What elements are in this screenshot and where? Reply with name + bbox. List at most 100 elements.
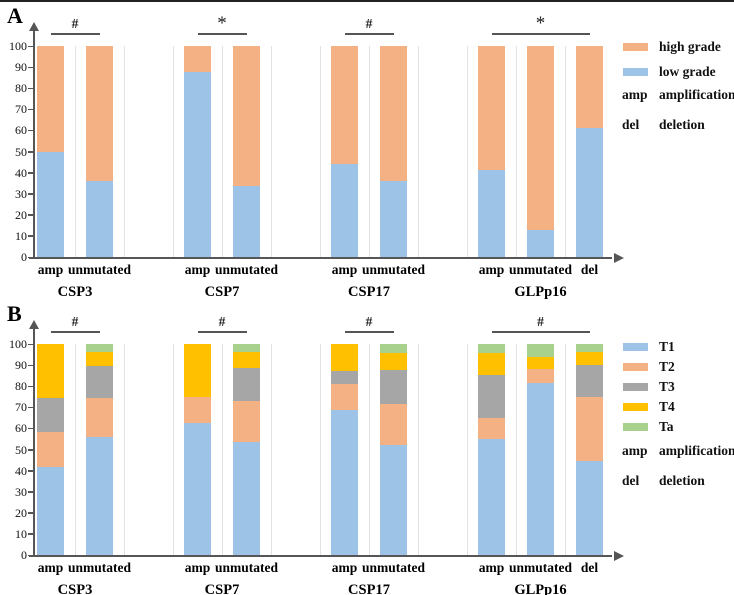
y-axis-tick-label: 10 (15, 526, 27, 541)
x-axis-arrow-icon (614, 551, 624, 561)
bar-segment-T4 (86, 352, 113, 367)
bar-segment-T1 (86, 436, 113, 555)
y-axis-tick (28, 364, 33, 367)
y-axis-tick-label: 0 (21, 548, 27, 562)
slot-separator (271, 46, 272, 257)
bar-segment-low-grade (380, 181, 407, 257)
bar-label: unmutated (67, 560, 131, 575)
y-axis-tick-label: 30 (15, 186, 27, 201)
bar-segment-high-grade (380, 46, 407, 182)
y-axis-tick (28, 151, 33, 153)
bar-segment-T4 (527, 356, 554, 370)
significance-bracket (50, 33, 100, 35)
slot-separator (467, 46, 468, 257)
bar-segment-low-grade (86, 181, 113, 257)
x-axis-arrow-icon (614, 253, 624, 263)
bar-segment-T4 (184, 344, 211, 397)
y-axis-tick (28, 45, 33, 47)
bar-segment-high-grade (527, 46, 554, 230)
slot-separator (271, 344, 272, 555)
bar-segment-T4 (233, 352, 260, 369)
bar-segment-Ta (527, 344, 554, 357)
bar-label: unmutated (361, 560, 425, 575)
bar-label: amp (331, 560, 358, 575)
y-axis-tick-label: 20 (15, 505, 27, 520)
bar-label: unmutated (67, 262, 131, 277)
y-axis-tick (28, 108, 33, 111)
gene-label: CSP7 (204, 582, 240, 595)
bar-segment-Ta (380, 344, 407, 354)
y-axis-tick (28, 235, 33, 237)
legend-swatch-Ta (623, 423, 648, 431)
slot-separator (173, 46, 174, 257)
bar-segment-high-grade (233, 46, 260, 187)
bar-segment-T3 (478, 374, 505, 418)
y-axis-tick (28, 193, 33, 195)
y-axis-tick (28, 491, 33, 493)
y-axis-tick-label: 30 (15, 484, 27, 499)
y-axis-tick-label: 40 (15, 463, 27, 478)
bar-segment-T3 (380, 370, 407, 405)
y-axis-tick-label: 10 (15, 228, 27, 243)
bar-label: unmutated (508, 560, 572, 575)
bar-label: unmutated (361, 262, 425, 277)
bar-label: amp (184, 560, 211, 575)
bar-segment-Ta (478, 344, 505, 354)
bar-segment-T2 (527, 369, 554, 384)
slot-separator (418, 46, 419, 257)
gene-label: GLPp16 (514, 582, 567, 595)
slot-separator (173, 344, 174, 555)
y-axis-tick (28, 172, 33, 174)
bar-segment-T1 (527, 383, 554, 555)
bar-segment-high-grade (184, 46, 211, 73)
bar-segment-T2 (37, 431, 64, 468)
slot-separator (369, 344, 370, 555)
y-axis-tick (28, 449, 33, 451)
y-axis-arrow-icon (29, 320, 39, 329)
bar-segment-T3 (233, 368, 260, 401)
bar-label: unmutated (214, 560, 278, 575)
y-axis-tick-label: 80 (15, 379, 27, 394)
significance-symbol: # (71, 314, 79, 329)
y-axis (33, 31, 35, 257)
significance-symbol: # (365, 16, 373, 31)
bar-segment-Ta (233, 344, 260, 353)
slot-separator (75, 344, 76, 555)
y-axis-tick-label: 80 (15, 81, 27, 96)
y-axis-tick-label: 50 (15, 144, 27, 159)
slot-separator (565, 46, 566, 257)
legend-label: T3 (659, 379, 675, 394)
bar-segment-T2 (478, 417, 505, 439)
bar-label: unmutated (508, 262, 572, 277)
bar-segment-high-grade (576, 46, 603, 129)
bar-segment-high-grade (86, 46, 113, 182)
bar-label: amp (478, 262, 505, 277)
bar-segment-low-grade (331, 164, 358, 257)
significance-symbol: * (217, 13, 227, 34)
legend-abbr-label: amplification (659, 87, 734, 102)
bar-segment-T1 (478, 438, 505, 555)
y-axis (33, 329, 35, 555)
y-axis-tick-label: 70 (15, 400, 27, 415)
legend-swatch-T2 (623, 363, 648, 371)
y-axis-tick-label: 70 (15, 102, 27, 117)
legend-abbr-amp: amp (622, 443, 648, 458)
bar-segment-T4 (478, 353, 505, 375)
bar-segment-Ta (576, 344, 603, 353)
bar-segment-T3 (576, 365, 603, 397)
legend-label: T2 (659, 359, 675, 374)
significance-bracket (197, 33, 247, 35)
bar-segment-high-grade (331, 46, 358, 165)
y-axis-tick (28, 406, 33, 409)
significance-bracket (491, 331, 590, 333)
bar-segment-T4 (576, 352, 603, 366)
bar-segment-T2 (233, 400, 260, 443)
bar-label: del (580, 262, 599, 277)
slot-separator (320, 344, 321, 555)
bar-label: amp (478, 560, 505, 575)
significance-bracket (491, 33, 590, 35)
slot-separator (222, 344, 223, 555)
y-axis-tick (28, 343, 33, 345)
gene-label: CSP3 (57, 284, 93, 300)
